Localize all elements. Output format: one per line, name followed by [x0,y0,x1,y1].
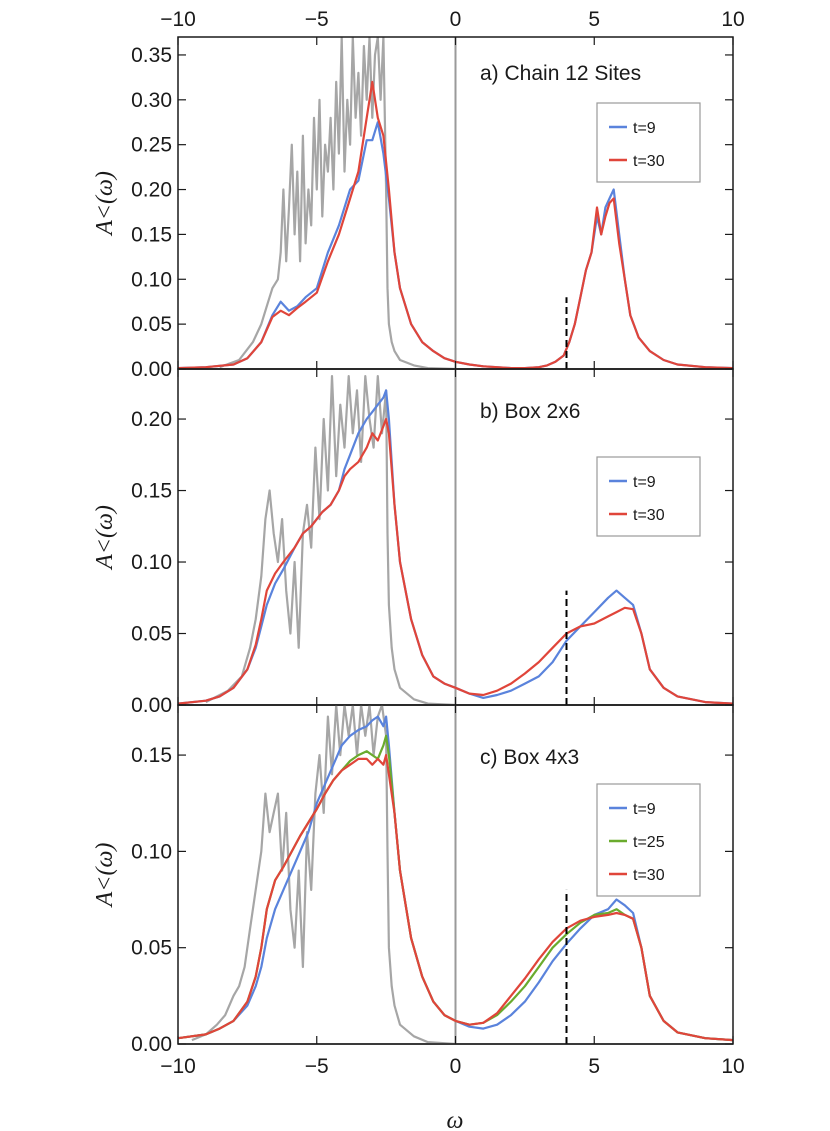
y-tick-label: 0.20 [131,408,172,431]
legend: t=9 t=30 [596,456,701,537]
y-tick-label: 0.00 [131,358,172,381]
y-tick-label: 0.10 [131,840,172,863]
legend-label: t=25 [633,834,665,851]
x-tick-label: −5 [305,1055,329,1078]
legend-label: t=30 [633,867,665,884]
y-tick-label: 0.15 [131,744,172,767]
legend-box [596,456,701,537]
x-axis-title: ω [447,1108,464,1131]
y-tick-label: 0.10 [131,551,172,574]
y-tick-label: 0.05 [131,313,172,336]
x-tick-label: 0 [450,1055,462,1078]
legend: t=9 t=25 t=30 [596,783,701,897]
legend-label: t=30 [633,507,665,524]
y-tick-label: 0.05 [131,937,172,960]
x-tick-label-top: 10 [721,8,744,31]
x-tick-label: −10 [160,1055,196,1078]
x-tick-label-top: 0 [450,8,462,31]
series-line-t30 [178,753,733,1042]
panel-a: 0.00 0.05 0.10 0.15 0.20 0.25 0.30 0.35 A<(ω) a) … [92,36,734,381]
y-tick-label: 0.15 [131,223,172,246]
y-tick-label: 0.35 [131,44,172,67]
x-tick-label-top: −5 [305,8,329,31]
y-tick-label: 0.30 [131,89,172,112]
panel-title: a) Chain 12 Sites [480,62,641,85]
y-tick-label: 0.05 [131,623,172,646]
y-tick-label: 0.00 [131,1033,172,1056]
series-group [178,375,733,705]
y-tick-label: 0.25 [131,134,172,157]
legend-box [596,102,701,183]
legend-label: t=9 [633,801,656,818]
series-line-t30 [178,417,733,705]
panel-b: 0.000.050.100.150.20A<(ω)b) Box 2x6t=9t=… [92,368,734,717]
reference-line [205,375,456,705]
reference-line [219,37,456,369]
series-group [178,705,733,1044]
x-tick-label-top: 5 [588,8,600,31]
legend-label: t=9 [633,474,656,491]
series-group [178,37,733,369]
y-tick-label: 0.15 [131,480,172,503]
legend-label: t=9 [633,120,656,137]
panel-title: b) Box 2x6 [480,400,580,423]
y-tick-label: 0.20 [131,179,172,202]
x-tick-label: 5 [588,1055,600,1078]
panel-title: c) Box 4x3 [480,746,579,769]
x-axis: −10 −10 −5 −5 0 0 5 5 10 10 [160,8,744,1078]
x-tick-label-top: −10 [160,8,196,31]
y-tick-label: 0.10 [131,268,172,291]
legend: t=9 t=30 [596,102,701,183]
y-axis-title: A<(ω) [92,843,118,909]
legend-label: t=30 [633,153,665,170]
x-tick-label: 10 [721,1055,744,1078]
y-tick-label: 0.00 [131,694,172,717]
reference-line [191,705,456,1044]
panel-c: 0.000.050.100.15A<(ω)c) Box 4x3t=9t=25t=… [92,704,734,1056]
y-axis-title: A<(ω) [92,171,118,237]
y-axis-title: A<(ω) [92,505,118,571]
panels: 0.00 0.05 0.10 0.15 0.20 0.25 0.30 0.35 A<(ω) a) … [92,36,734,1056]
series-line-t30 [178,80,733,369]
